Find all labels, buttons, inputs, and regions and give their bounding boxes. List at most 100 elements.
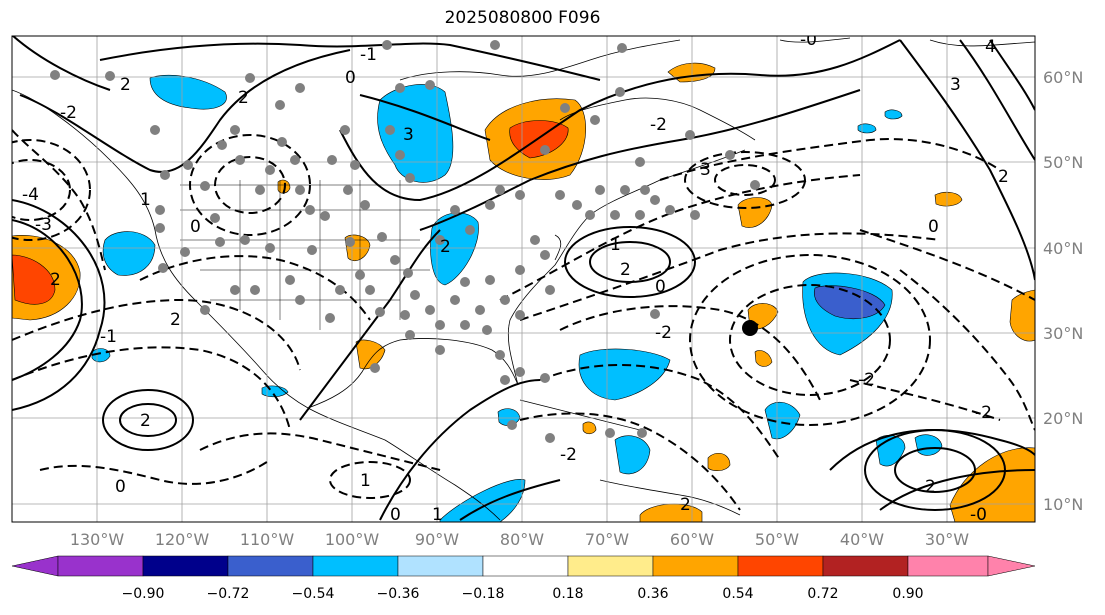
longitude-label: 60°W [670, 530, 714, 549]
longitude-label: 40°W [840, 530, 884, 549]
colorbar-tick: 0.90 [892, 586, 923, 602]
blue-region [857, 123, 877, 134]
colorbar-segment [652, 555, 739, 577]
contour-label: 1 [432, 505, 443, 525]
longitude-label: 100°W [325, 530, 380, 549]
latitude-label: 10°N [1043, 495, 1083, 514]
orange-region [934, 191, 963, 207]
dashed-contours [12, 129, 1035, 511]
contour-label: -4 [22, 185, 39, 205]
orange-region [355, 339, 386, 370]
latitude-label: 50°N [1043, 153, 1083, 172]
contour-label: -1 [360, 45, 377, 65]
orange-region [639, 503, 703, 522]
longitude-label: 80°W [500, 530, 544, 549]
contour-label: 2 [680, 495, 691, 515]
blue-region [814, 285, 886, 319]
longitude-axis: 130°W 120°W 110°W 100°W 90°W 80°W 70°W 6… [70, 530, 969, 549]
longitude-label: 90°W [415, 530, 459, 549]
colorbar-tick: −0.36 [377, 586, 420, 602]
blue-region [91, 348, 111, 363]
contour-label: 1 [140, 190, 151, 210]
red-region [12, 254, 56, 305]
blue-region [102, 231, 156, 276]
contour-label: 2 [238, 88, 249, 108]
colorbar [11, 555, 1036, 577]
contour-label: 4 [985, 37, 996, 57]
gridlines [12, 36, 1035, 522]
colorbar-segment [907, 555, 989, 577]
longitude-label: 110°W [240, 530, 295, 549]
colorbar-tick: 0.18 [552, 586, 583, 602]
colorbar-segment [397, 555, 484, 577]
colorbar-segment [737, 555, 824, 577]
colorbar-tick: 0.36 [637, 586, 668, 602]
contour-label: -0 [970, 505, 987, 525]
contour-labels: 2 0 -2 -4 -3 2 -1 0 1 2 3 4 -0 2 0 1 2 -… [22, 36, 1009, 525]
contour-label: 3 [403, 125, 414, 145]
colorbar-segment [227, 555, 314, 577]
orange-region [754, 350, 773, 367]
contour-label: 2 [998, 167, 1009, 187]
map-frame [11, 35, 1036, 523]
colorbar-tick: −0.18 [462, 586, 505, 602]
contour-label: -2 [858, 370, 875, 390]
contour-label: -2 [60, 103, 77, 123]
contour-label: -2 [655, 323, 672, 343]
colorbar-segment [312, 555, 399, 577]
orange-region [707, 452, 731, 471]
orange-region [582, 421, 597, 435]
contour-label: 1 [610, 235, 621, 255]
latitude-label: 40°N [1043, 239, 1083, 258]
colorbar-segment [482, 555, 569, 577]
latitude-label: 30°N [1043, 324, 1083, 343]
contour-label: 1 [360, 471, 371, 491]
colorbar-segment [11, 555, 59, 577]
colorbar-segment [987, 555, 1036, 577]
blue-region [884, 109, 903, 120]
contour-label: 0 [928, 217, 939, 237]
storm-marker [742, 320, 758, 336]
colorbar-tick: −0.72 [207, 586, 250, 602]
latitude-label: 60°N [1043, 68, 1083, 87]
colorbar-ticks: −0.90 −0.72 −0.54 −0.36 −0.18 0.18 0.36 … [122, 586, 924, 602]
contour-label: 0 [190, 217, 201, 237]
blue-region [149, 74, 227, 110]
colorbar-tick: −0.90 [122, 586, 165, 602]
latitude-axis: 60°N 50°N 40°N 30°N 20°N 10°N [1043, 68, 1083, 514]
contour-label: 0 [345, 68, 356, 88]
contour-label: 2 [620, 260, 631, 280]
contour-label: 2 [170, 310, 181, 330]
longitude-label: 70°W [585, 530, 629, 549]
contour-label: -3 [35, 215, 52, 235]
longitude-label: 120°W [155, 530, 210, 549]
colorbar-segment [822, 555, 909, 577]
colorbar-segment [57, 555, 144, 577]
colorbar-tick: −0.54 [292, 586, 335, 602]
longitude-label: 30°W [925, 530, 969, 549]
longitude-label: 50°W [755, 530, 799, 549]
blue-region [764, 402, 801, 440]
contour-label: 0 [390, 505, 401, 525]
contour-label: 2 [925, 477, 936, 497]
contour-label: -2 [560, 445, 577, 465]
colorbar-segment [142, 555, 229, 577]
latitude-label: 20°N [1043, 409, 1083, 428]
contour-label: 3 [700, 160, 711, 180]
contour-label: 2 [50, 270, 61, 290]
contour-label: 2 [140, 411, 151, 431]
contour-label: 3 [950, 75, 961, 95]
contour-label: 0 [115, 477, 126, 497]
colorbar-segment [567, 555, 654, 577]
colorbar-tick: 0.72 [807, 586, 838, 602]
blue-region [914, 434, 943, 456]
longitude-label: 130°W [70, 530, 125, 549]
map-title: 2025080800 F096 [444, 8, 601, 28]
contour-label: 2 [440, 237, 451, 257]
contour-label: -2 [975, 403, 992, 423]
colorbar-tick: 0.54 [722, 586, 753, 602]
station-dots [50, 40, 760, 443]
blue-region [578, 348, 671, 401]
contour-label: -2 [650, 115, 667, 135]
